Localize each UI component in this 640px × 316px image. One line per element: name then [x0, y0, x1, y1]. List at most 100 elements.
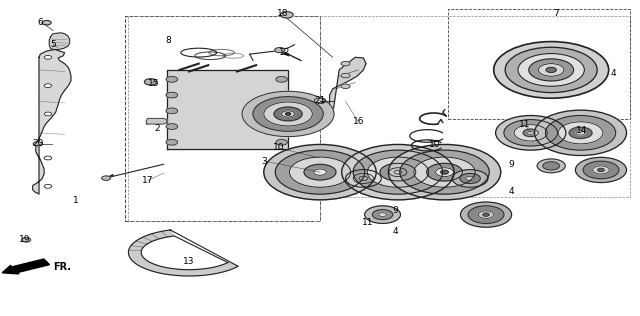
Circle shape [427, 163, 463, 181]
Circle shape [253, 97, 323, 131]
Circle shape [527, 131, 534, 134]
Circle shape [276, 139, 287, 145]
Circle shape [166, 124, 177, 129]
Circle shape [341, 61, 350, 66]
Text: 4: 4 [392, 228, 398, 236]
Circle shape [285, 113, 291, 115]
Circle shape [166, 108, 177, 114]
Circle shape [341, 84, 350, 88]
Circle shape [145, 79, 157, 85]
Circle shape [537, 159, 565, 173]
Polygon shape [33, 50, 71, 194]
Circle shape [353, 150, 443, 194]
Circle shape [505, 47, 597, 93]
Circle shape [44, 55, 52, 59]
Circle shape [493, 42, 609, 98]
Circle shape [575, 157, 627, 183]
Text: 9: 9 [392, 206, 398, 216]
Circle shape [314, 169, 326, 175]
Circle shape [441, 170, 449, 174]
Polygon shape [129, 230, 238, 276]
Circle shape [461, 202, 511, 227]
Circle shape [400, 150, 489, 194]
Circle shape [166, 92, 177, 98]
Circle shape [483, 213, 489, 216]
Text: 21: 21 [314, 96, 326, 105]
Circle shape [414, 157, 475, 187]
Text: 4: 4 [611, 69, 616, 77]
Text: 17: 17 [142, 176, 154, 185]
Circle shape [314, 98, 326, 104]
Circle shape [569, 127, 592, 138]
Text: 10: 10 [429, 140, 441, 149]
Circle shape [583, 161, 619, 179]
Circle shape [166, 76, 177, 82]
Circle shape [380, 163, 416, 181]
Circle shape [276, 76, 287, 82]
Polygon shape [147, 118, 167, 124]
Polygon shape [49, 33, 70, 50]
Circle shape [275, 150, 365, 194]
Circle shape [346, 170, 381, 187]
Circle shape [289, 157, 351, 187]
Circle shape [276, 124, 287, 129]
Circle shape [518, 53, 584, 86]
Text: 3: 3 [262, 157, 268, 166]
Circle shape [353, 173, 374, 184]
Text: 18: 18 [277, 9, 289, 18]
Bar [125, 16, 320, 221]
Polygon shape [330, 57, 366, 114]
Circle shape [341, 73, 350, 78]
Circle shape [276, 92, 287, 98]
Text: 19: 19 [19, 235, 31, 244]
Text: 11: 11 [518, 119, 530, 129]
Text: 6: 6 [37, 18, 43, 27]
Circle shape [593, 166, 609, 174]
Circle shape [452, 170, 488, 187]
Circle shape [538, 64, 564, 76]
Circle shape [365, 206, 401, 223]
Circle shape [102, 176, 111, 180]
Circle shape [598, 168, 604, 172]
Circle shape [543, 162, 559, 170]
Circle shape [523, 129, 538, 137]
Circle shape [460, 173, 480, 184]
Text: 4: 4 [509, 186, 515, 196]
Circle shape [379, 213, 387, 216]
Circle shape [264, 144, 376, 200]
Polygon shape [167, 70, 288, 149]
Circle shape [44, 84, 52, 88]
Circle shape [504, 120, 557, 146]
Circle shape [44, 112, 52, 116]
Text: 1: 1 [73, 196, 79, 205]
Circle shape [22, 238, 31, 242]
Text: 2: 2 [154, 124, 160, 133]
Circle shape [436, 168, 454, 177]
Text: 14: 14 [576, 126, 588, 135]
Circle shape [242, 91, 334, 137]
Circle shape [388, 144, 500, 200]
Circle shape [495, 116, 566, 150]
Circle shape [280, 12, 293, 18]
Circle shape [545, 116, 616, 150]
Text: 5: 5 [50, 40, 56, 49]
Text: 8: 8 [165, 35, 171, 45]
Text: 11: 11 [362, 218, 374, 227]
Circle shape [529, 59, 573, 81]
Circle shape [478, 211, 493, 218]
Circle shape [264, 102, 312, 126]
Circle shape [44, 185, 52, 188]
Circle shape [367, 157, 429, 187]
Circle shape [468, 206, 504, 223]
Circle shape [466, 176, 474, 181]
Text: 16: 16 [353, 117, 364, 126]
Circle shape [359, 176, 368, 181]
FancyArrow shape [2, 259, 49, 274]
Circle shape [576, 131, 585, 135]
Text: FR.: FR. [53, 262, 71, 271]
Circle shape [44, 156, 52, 160]
Text: 7: 7 [554, 9, 559, 18]
Text: 12: 12 [279, 48, 291, 57]
Circle shape [274, 107, 302, 121]
Circle shape [534, 110, 627, 155]
